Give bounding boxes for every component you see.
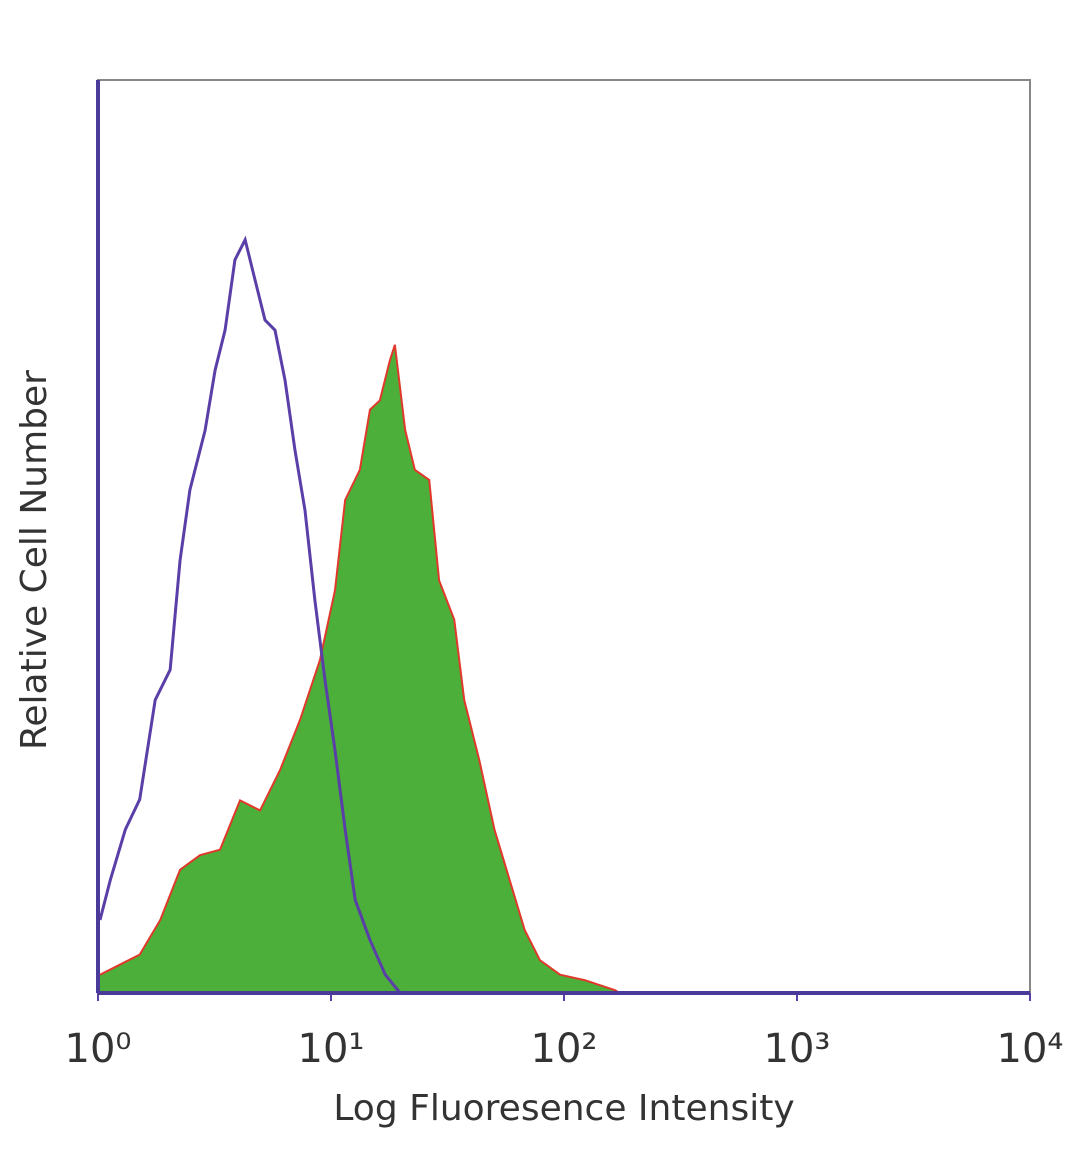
- area-edge: [99, 344, 621, 994]
- line: [98, 235, 402, 994]
- x-tick-label: 10⁰: [65, 1026, 132, 1072]
- x-tick-label: 10³: [764, 1026, 831, 1072]
- area: [100, 344, 620, 993]
- x-tick-label: 10¹: [298, 1026, 365, 1072]
- x-tick-label: 10²: [531, 1026, 598, 1072]
- y-axis-title: Relative Cell Number: [14, 370, 55, 750]
- x-axis-title: Log Fluoresence Intensity: [333, 1088, 794, 1129]
- x-tick-label: 10⁴: [997, 1026, 1064, 1072]
